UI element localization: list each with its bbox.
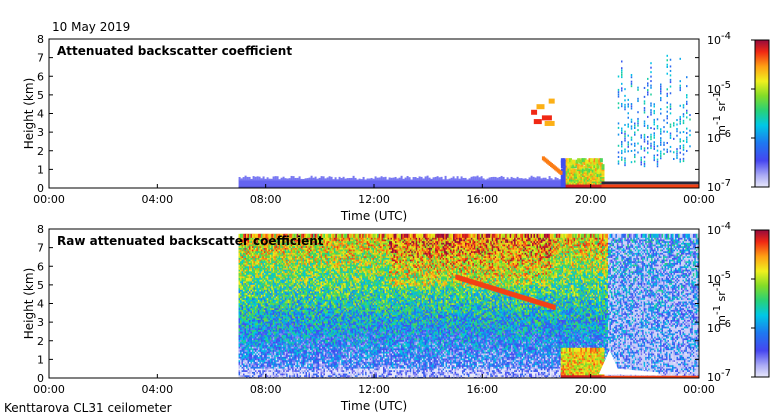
colorbar-tick-label: 10-4: [707, 31, 731, 47]
y-axis-label: Height (km): [22, 78, 36, 149]
elevated-patch: [537, 104, 545, 109]
y-tick-label: 1: [37, 353, 44, 366]
x-tick-label: 16:00: [466, 383, 498, 396]
y-tick-label: 3: [37, 316, 44, 329]
colorbar-tick-label: 10-7: [707, 178, 731, 194]
colorbar-unit: m-1 sr-1: [712, 281, 728, 325]
chart-panel-2: Raw attenuated backscatter coefficient01…: [22, 221, 769, 413]
y-tick-label: 5: [37, 89, 44, 102]
y-tick-label: 1: [37, 163, 44, 176]
y-tick-label: 8: [37, 223, 44, 236]
x-tick-label: 00:00: [33, 383, 65, 396]
x-tick-label: 04:00: [141, 193, 173, 206]
figure: Attenuated backscatter coefficient012345…: [0, 0, 780, 420]
colorbar-unit: m-1 sr-1: [712, 91, 728, 135]
x-tick-label: 00:00: [683, 193, 715, 206]
y-tick-label: 4: [37, 108, 44, 121]
x-axis-label: Time (UTC): [340, 209, 407, 223]
chart-panel-1: Attenuated backscatter coefficient012345…: [22, 31, 769, 223]
x-tick-label: 20:00: [575, 383, 607, 396]
colorbar-tick-label: 10-7: [707, 368, 731, 384]
y-tick-label: 3: [37, 126, 44, 139]
x-tick-label: 12:00: [358, 193, 390, 206]
x-tick-label: 08:00: [250, 193, 282, 206]
x-tick-label: 00:00: [33, 193, 65, 206]
x-tick-label: 20:00: [575, 193, 607, 206]
elevated-patch: [545, 121, 555, 126]
x-tick-label: 08:00: [250, 383, 282, 396]
y-tick-label: 6: [37, 260, 44, 273]
elevated-patch: [531, 110, 537, 115]
panel-title: Attenuated backscatter coefficient: [57, 44, 292, 58]
heatmap-image: [239, 234, 702, 380]
colorbar: [755, 230, 769, 377]
colorbar-tick-label: 10-4: [707, 221, 731, 237]
elevated-patch: [534, 119, 542, 124]
x-tick-label: 12:00: [358, 383, 390, 396]
y-axis-label: Height (km): [22, 268, 36, 339]
x-tick-label: 04:00: [141, 383, 173, 396]
y-tick-label: 7: [37, 242, 44, 255]
y-tick-label: 5: [37, 279, 44, 292]
x-tick-label: 16:00: [466, 193, 498, 206]
x-tick-label: 00:00: [683, 383, 715, 396]
y-tick-label: 7: [37, 52, 44, 65]
y-tick-label: 2: [37, 145, 44, 158]
colorbar: [755, 40, 769, 187]
elevated-patch: [549, 99, 555, 104]
y-tick-label: 2: [37, 335, 44, 348]
panel-title: Raw attenuated backscatter coefficient: [57, 234, 324, 248]
x-axis-label: Time (UTC): [340, 399, 407, 413]
y-tick-label: 6: [37, 70, 44, 83]
y-tick-label: 8: [37, 33, 44, 46]
elevated-patch: [542, 115, 552, 120]
y-tick-label: 4: [37, 298, 44, 311]
